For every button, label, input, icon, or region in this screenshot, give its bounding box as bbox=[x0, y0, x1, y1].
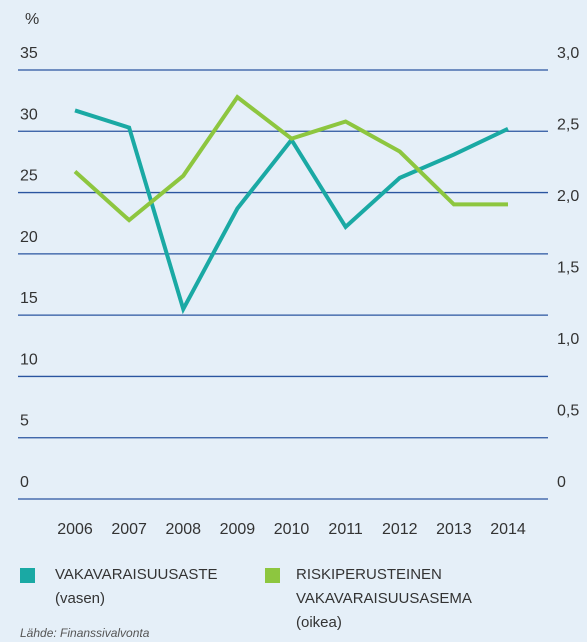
x-tick-label: 2011 bbox=[328, 521, 363, 538]
legend-note: (oikea) bbox=[296, 614, 342, 631]
series-line bbox=[73, 94, 508, 223]
y-axis-label: % bbox=[25, 11, 39, 28]
y-tick-label: 10 bbox=[20, 351, 38, 368]
y2-tick-label: 1,0 bbox=[557, 331, 579, 348]
y-tick-label: 25 bbox=[20, 168, 38, 185]
y2-tick-label: 2,5 bbox=[557, 117, 579, 134]
x-tick-label: 2006 bbox=[57, 521, 93, 538]
x-tick-label: 2007 bbox=[111, 521, 147, 538]
y2-tick-label: 3,0 bbox=[557, 45, 579, 62]
legend-entry: VAKAVARAISUUSASTE (vasen) bbox=[55, 563, 245, 611]
y2-tick-label: 1,5 bbox=[557, 260, 579, 277]
y-tick-label: 5 bbox=[20, 413, 29, 430]
x-tick-label: 2008 bbox=[165, 521, 201, 538]
y-tick-label: 15 bbox=[20, 290, 38, 307]
y2-tick-label: 0,5 bbox=[557, 403, 579, 420]
x-tick-label: 2012 bbox=[382, 521, 418, 538]
chart: % 0 5 10 15 20 25 30 35 0 0,5 1,0 1,5 2,0 2,5 3,0 2006 2… bbox=[18, 11, 579, 538]
source: Lähde: Finanssivalvonta bbox=[20, 626, 150, 640]
legend-swatch bbox=[20, 568, 35, 583]
x-tick-label: 2010 bbox=[274, 521, 310, 538]
y-tick-label: 30 bbox=[20, 106, 38, 123]
y-tick-label: 20 bbox=[20, 229, 38, 246]
x-tick-label: 2014 bbox=[490, 521, 526, 538]
x-tick-label: 2009 bbox=[220, 521, 256, 538]
x-tick-label: 2013 bbox=[436, 521, 472, 538]
y2-tick-label: 2,0 bbox=[557, 188, 579, 205]
legend-label: VAKAVARAISUUSASTE bbox=[55, 566, 218, 583]
y2-tick-label: 0 bbox=[557, 474, 566, 491]
legend-label: RISKIPERUSTEINEN VAKAVARAISUUSASEMA bbox=[296, 566, 472, 607]
y-tick-label: 0 bbox=[20, 474, 29, 491]
y-tick-label: 35 bbox=[20, 45, 38, 62]
legend-note: (vasen) bbox=[55, 590, 106, 607]
legend-entry: RISKIPERUSTEINEN VAKAVARAISUUSASEMA (oike… bbox=[296, 563, 496, 635]
legend-swatch bbox=[265, 568, 280, 583]
